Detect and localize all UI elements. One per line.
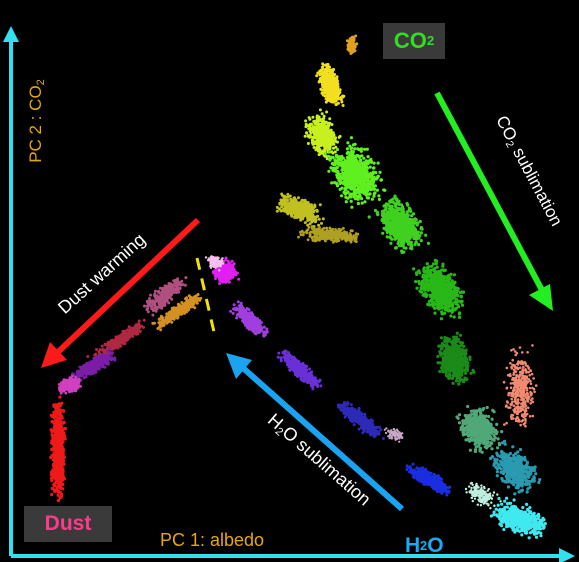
h2o-violet-cluster: [229, 300, 269, 338]
dust-warming-arrow: [41, 217, 201, 368]
co2-label-box: CO 2: [383, 23, 445, 59]
co2-teal-cluster: [455, 404, 504, 454]
x-axis-label: PC 1: albedo: [160, 530, 265, 550]
co2-tip-cluster: [345, 34, 359, 55]
apex-pink-cluster: [204, 255, 225, 272]
co2-yellow-cluster: [315, 62, 346, 107]
h2o-blue-cluster: [405, 462, 452, 497]
h2o-cyan-cluster: [489, 496, 547, 540]
dust-crimson-cluster: [86, 318, 146, 359]
h2o-sublimation-arrow: [226, 353, 404, 512]
pale-cyan-cluster: [464, 481, 502, 510]
dust-orange-cluster: [151, 285, 206, 332]
co2-sublimation-arrow: [434, 91, 553, 311]
co2-darkgreen-cluster: [412, 258, 466, 321]
point-clusters: [49, 34, 547, 540]
cyan-dark-cluster: [489, 439, 542, 496]
dust-red-cluster: [49, 395, 67, 503]
co2-olive-band: [297, 225, 360, 244]
co2-green-cluster: [323, 136, 387, 209]
dust-rose-cluster: [143, 276, 188, 317]
h2o-indigo-cluster: [336, 401, 385, 440]
divider-dashed-line: [195, 257, 216, 333]
dust-pink-cluster: [57, 374, 82, 395]
y-axis-label: PC 2 : CO2: [26, 79, 47, 163]
co2-midgreen-cluster: [367, 194, 431, 254]
co2-olive-cluster: [275, 192, 325, 228]
salmon-cluster: [502, 344, 538, 428]
co2-lime-cluster: [303, 108, 342, 161]
dust-purple-cluster: [70, 347, 117, 384]
dust-label-box: Dust: [24, 506, 112, 542]
pale-mauve-cluster: [383, 427, 404, 443]
h2o-purple-cluster: [276, 349, 323, 391]
co2-deepgreen-cluster: [436, 331, 476, 386]
